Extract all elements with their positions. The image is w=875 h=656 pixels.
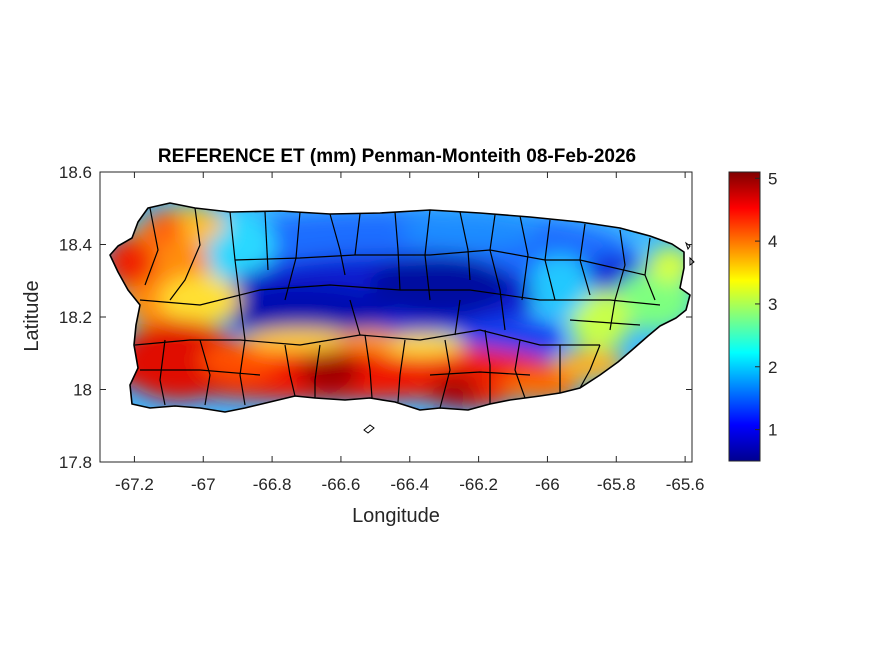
y-tick-label: 18.4: [59, 236, 92, 255]
x-tick-label: -65.8: [597, 475, 636, 494]
colorbar-tick-label: 5: [768, 169, 777, 188]
y-axis-label: Latitude: [21, 280, 43, 351]
x-tick-label: -65.6: [666, 475, 705, 494]
heatmap-field: [110, 203, 690, 412]
colorbar-tick-label: 3: [768, 295, 777, 314]
colorbar-axis: 1 2 3 4 5: [755, 169, 777, 440]
chart-title: REFERENCE ET (mm) Penman-Monteith 08-Feb…: [158, 146, 636, 167]
x-tick-label: -66: [535, 475, 560, 494]
x-tick-label: -66.8: [253, 475, 292, 494]
y-axis: 18.6 18.4 18.2 18 17.8: [59, 163, 692, 472]
y-tick-label: 18: [73, 381, 92, 400]
x-axis: -67.2 -67 -66.8 -66.6 -66.4 -66.2 -66 -65.8 -65.…: [115, 172, 704, 494]
colorbar-tick-label: 4: [768, 232, 777, 251]
colorbar-tick-label: 1: [768, 421, 777, 440]
x-tick-label: -66.2: [459, 475, 498, 494]
municipality-boundaries: [109, 202, 691, 413]
x-tick-label: -67.2: [115, 475, 154, 494]
y-tick-label: 18.2: [59, 308, 92, 327]
x-tick-label: -67: [191, 475, 216, 494]
x-axis-label: Longitude: [352, 505, 440, 527]
y-tick-label: 17.8: [59, 453, 92, 472]
y-tick-label: 18.6: [59, 163, 92, 182]
x-tick-label: -66.4: [390, 475, 429, 494]
colorbar: [728, 171, 761, 462]
x-tick-label: -66.6: [322, 475, 361, 494]
colorbar-tick-label: 2: [768, 358, 777, 377]
